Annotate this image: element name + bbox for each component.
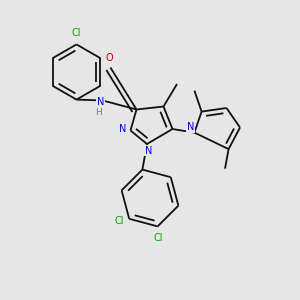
Text: N: N <box>97 97 104 107</box>
Text: Cl: Cl <box>154 233 163 243</box>
Text: Cl: Cl <box>72 28 81 38</box>
Text: N: N <box>145 146 152 156</box>
Text: N: N <box>187 122 194 132</box>
Text: O: O <box>105 53 113 64</box>
Text: H: H <box>95 108 101 117</box>
Text: N: N <box>119 124 127 134</box>
Text: Cl: Cl <box>115 216 124 226</box>
